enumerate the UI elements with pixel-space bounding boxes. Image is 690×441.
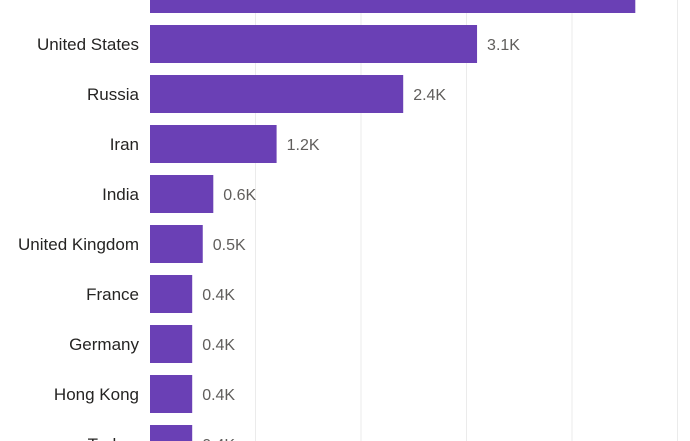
data-label: 0.4K	[202, 437, 235, 441]
data-label: 4.6K	[645, 0, 678, 4]
data-label: 0.4K	[202, 387, 235, 404]
data-label: 0.4K	[202, 287, 235, 304]
category-label: Iran	[110, 135, 139, 154]
labels: China 4.6K United States 3.1K Russia 2.4K Iran…	[18, 0, 679, 441]
category-label: Hong Kong	[54, 385, 139, 404]
category-label: India	[102, 185, 139, 204]
data-label: 3.1K	[487, 37, 520, 54]
bar-turkey[interactable]	[150, 425, 193, 441]
gridlines	[255, 0, 678, 441]
category-label: Russia	[87, 85, 140, 104]
bar-hong-kong[interactable]	[150, 375, 193, 413]
bar-india[interactable]	[150, 175, 214, 213]
bar-united-states[interactable]	[150, 25, 478, 63]
bar-germany[interactable]	[150, 325, 193, 363]
data-label: 2.4K	[413, 87, 446, 104]
bar-united-kingdom[interactable]	[150, 225, 203, 263]
category-label: China	[95, 0, 140, 4]
bars	[150, 0, 636, 441]
category-label: France	[86, 285, 139, 304]
bar-russia[interactable]	[150, 75, 404, 113]
bar-china[interactable]	[150, 0, 636, 13]
bar-france[interactable]	[150, 275, 193, 313]
category-label: United Kingdom	[18, 235, 139, 254]
data-label: 1.2K	[287, 137, 320, 154]
category-label: United States	[37, 35, 139, 54]
data-label: 0.5K	[213, 237, 246, 254]
data-label: 0.6K	[223, 187, 256, 204]
bar-iran[interactable]	[150, 125, 277, 163]
data-label: 0.4K	[202, 337, 235, 354]
category-label: Germany	[69, 335, 139, 354]
category-label: Turkey	[88, 435, 140, 441]
